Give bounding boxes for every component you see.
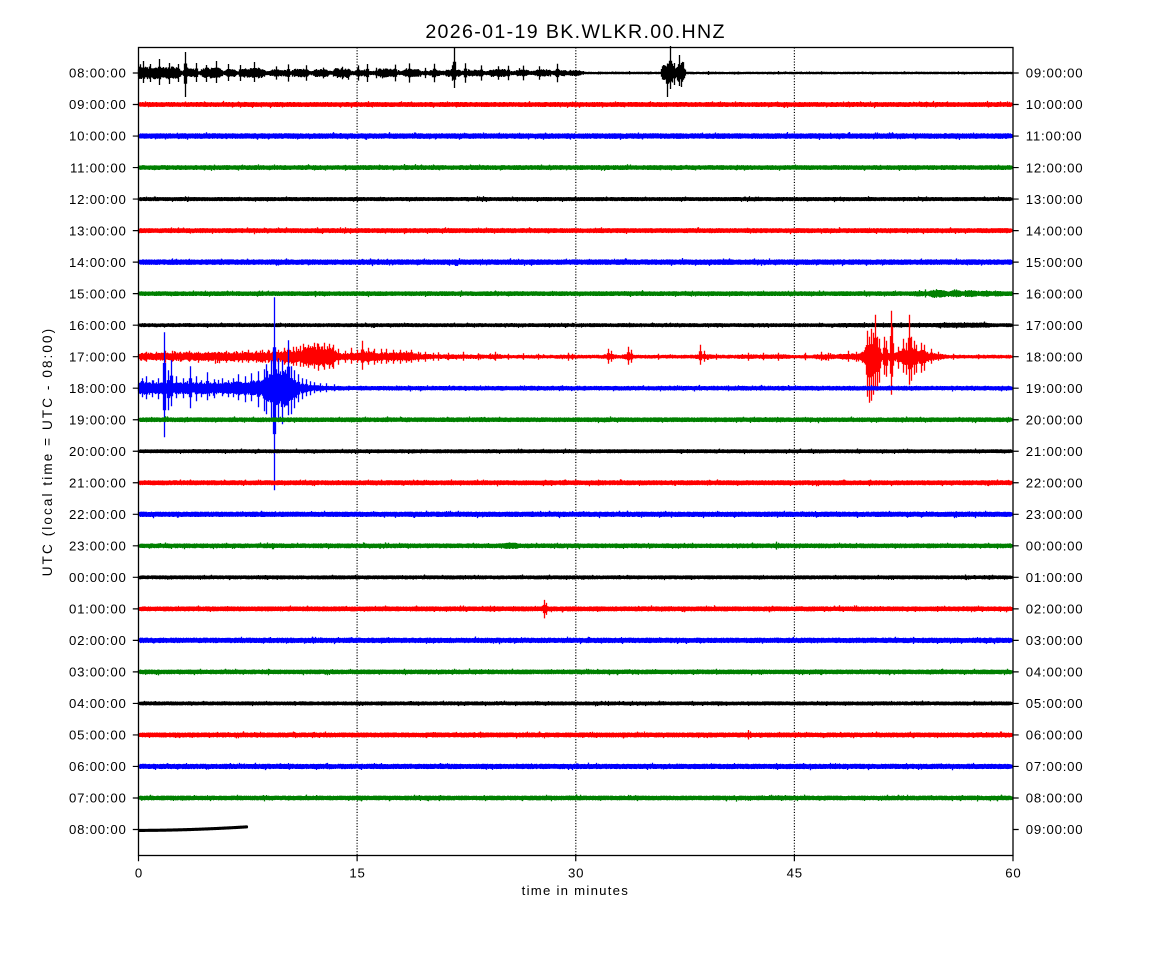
- svg-text:20:00:00: 20:00:00: [69, 444, 127, 459]
- svg-text:01:00:00: 01:00:00: [1026, 570, 1084, 585]
- svg-text:22:00:00: 22:00:00: [1026, 475, 1084, 490]
- svg-text:time in minutes: time in minutes: [522, 883, 629, 898]
- svg-text:22:00:00: 22:00:00: [69, 507, 127, 522]
- svg-text:13:00:00: 13:00:00: [1026, 192, 1084, 207]
- svg-text:19:00:00: 19:00:00: [1026, 381, 1084, 396]
- svg-text:02:00:00: 02:00:00: [69, 633, 127, 648]
- svg-text:07:00:00: 07:00:00: [1026, 759, 1084, 774]
- svg-text:18:00:00: 18:00:00: [1026, 349, 1084, 364]
- svg-text:04:00:00: 04:00:00: [1026, 665, 1084, 680]
- svg-text:11:00:00: 11:00:00: [1026, 129, 1083, 144]
- svg-text:10:00:00: 10:00:00: [1026, 97, 1084, 112]
- svg-text:09:00:00: 09:00:00: [69, 97, 127, 112]
- svg-text:02:00:00: 02:00:00: [1026, 602, 1084, 617]
- svg-text:11:00:00: 11:00:00: [70, 160, 127, 175]
- svg-text:07:00:00: 07:00:00: [69, 791, 127, 806]
- svg-text:17:00:00: 17:00:00: [1026, 318, 1084, 333]
- svg-text:06:00:00: 06:00:00: [1026, 728, 1084, 743]
- svg-text:21:00:00: 21:00:00: [1026, 444, 1084, 459]
- svg-text:09:00:00: 09:00:00: [1026, 822, 1084, 837]
- svg-text:17:00:00: 17:00:00: [69, 349, 127, 364]
- svg-text:10:00:00: 10:00:00: [69, 129, 127, 144]
- svg-text:15:00:00: 15:00:00: [69, 286, 127, 301]
- svg-text:23:00:00: 23:00:00: [1026, 507, 1084, 522]
- svg-text:16:00:00: 16:00:00: [1026, 286, 1084, 301]
- svg-text:12:00:00: 12:00:00: [69, 192, 127, 207]
- svg-text:13:00:00: 13:00:00: [69, 223, 127, 238]
- svg-text:00:00:00: 00:00:00: [1026, 539, 1084, 554]
- svg-text:14:00:00: 14:00:00: [69, 255, 127, 270]
- svg-text:03:00:00: 03:00:00: [69, 665, 127, 680]
- svg-text:01:00:00: 01:00:00: [69, 602, 127, 617]
- svg-text:04:00:00: 04:00:00: [69, 696, 127, 711]
- svg-text:0: 0: [135, 865, 143, 880]
- svg-text:05:00:00: 05:00:00: [69, 728, 127, 743]
- svg-text:15:00:00: 15:00:00: [1026, 255, 1084, 270]
- svg-text:60: 60: [1005, 865, 1021, 880]
- svg-text:12:00:00: 12:00:00: [1026, 160, 1084, 175]
- svg-text:09:00:00: 09:00:00: [1026, 66, 1084, 81]
- svg-text:2026-01-19 BK.WLKR.00.HNZ: 2026-01-19 BK.WLKR.00.HNZ: [425, 21, 726, 43]
- svg-text:08:00:00: 08:00:00: [69, 66, 127, 81]
- svg-text:05:00:00: 05:00:00: [1026, 696, 1084, 711]
- svg-text:30: 30: [568, 865, 584, 880]
- svg-text:23:00:00: 23:00:00: [69, 539, 127, 554]
- svg-text:06:00:00: 06:00:00: [69, 759, 127, 774]
- svg-text:03:00:00: 03:00:00: [1026, 633, 1084, 648]
- svg-text:08:00:00: 08:00:00: [1026, 791, 1084, 806]
- svg-text:20:00:00: 20:00:00: [1026, 412, 1084, 427]
- svg-text:18:00:00: 18:00:00: [69, 381, 127, 396]
- svg-text:19:00:00: 19:00:00: [69, 412, 127, 427]
- svg-text:08:00:00: 08:00:00: [69, 822, 127, 837]
- svg-text:16:00:00: 16:00:00: [69, 318, 127, 333]
- svg-text:14:00:00: 14:00:00: [1026, 223, 1084, 238]
- svg-text:21:00:00: 21:00:00: [69, 475, 127, 490]
- svg-text:45: 45: [787, 865, 803, 880]
- svg-text:UTC (local time = UTC - 08:00): UTC (local time = UTC - 08:00): [40, 327, 55, 576]
- svg-text:00:00:00: 00:00:00: [69, 570, 127, 585]
- svg-text:15: 15: [349, 865, 365, 880]
